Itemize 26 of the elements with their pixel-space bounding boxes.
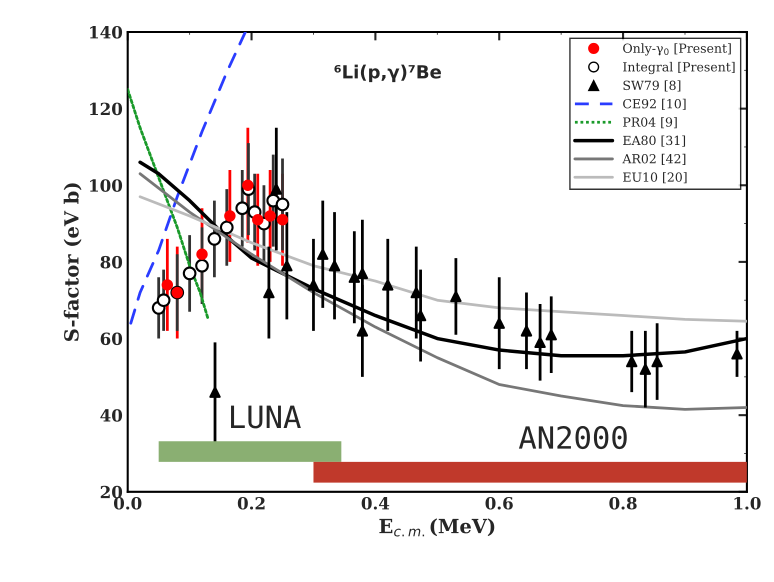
y-tick-label: 40 <box>100 409 122 422</box>
x-tick-label: 0.6 <box>486 496 513 510</box>
legend-label: CE92 [10] <box>623 98 686 110</box>
legend-label: EA80 [31] <box>623 135 686 147</box>
y-tick-label: 80 <box>100 256 122 268</box>
legend-label: Only-γ$_{0}$ [Present] <box>623 43 731 56</box>
x-tick-label: 0.0 <box>114 496 142 510</box>
text: ⁶Li(p,γ)⁷Be <box>334 64 441 82</box>
band-label: AN2000 <box>518 426 627 450</box>
y-tick-label: 140 <box>90 26 122 39</box>
y-tick-label: 60 <box>100 332 122 346</box>
band-label: LUNA <box>231 406 301 428</box>
legend-label: AR02 [42] <box>622 154 686 165</box>
legend-label: SW79 [8] <box>623 80 680 92</box>
legend-label: Integral [Present] <box>623 62 735 74</box>
y-tick-label: 20 <box>100 486 122 498</box>
y-axis-title: S-factor (eV b) <box>64 183 82 342</box>
x-axis-title: E$_{c.m.}$(MeV) <box>379 518 494 536</box>
x-tick-label: 0.4 <box>362 496 390 510</box>
x-tick-label: 0.2 <box>238 496 265 510</box>
x-tick-label: 0.8 <box>609 496 637 510</box>
y-tick-label: 120 <box>90 102 122 116</box>
y-tick-label: 100 <box>90 179 122 192</box>
x-tick-label: 1.0 <box>734 496 761 510</box>
legend-label: PR04 [9] <box>623 117 677 128</box>
legend-label: EU10 [20] <box>623 172 687 184</box>
